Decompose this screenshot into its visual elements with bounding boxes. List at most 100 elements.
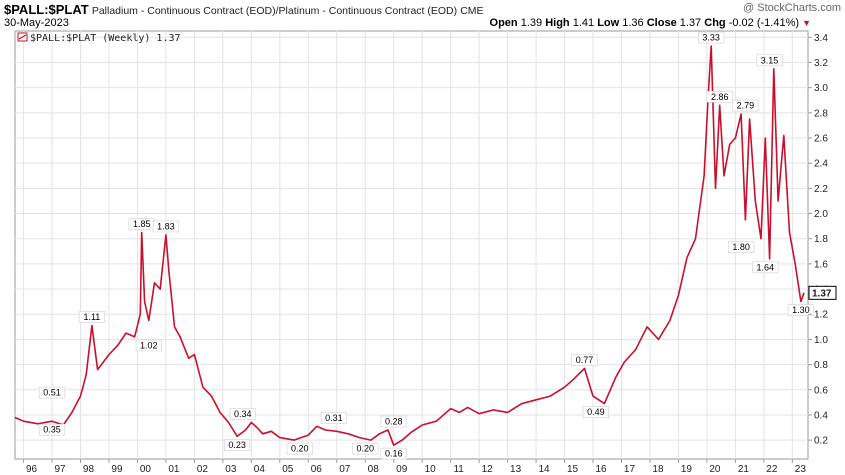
y-tick-label: 0.6 bbox=[814, 385, 828, 396]
annotation-label: 1.02 bbox=[140, 340, 158, 350]
annotation-label: 2.86 bbox=[711, 92, 729, 102]
y-tick-label: 0.2 bbox=[814, 436, 828, 447]
chg-value: -0.02 (-1.41%) bbox=[728, 17, 800, 29]
annotation-label: 0.20 bbox=[356, 444, 374, 454]
annotation-label: 0.49 bbox=[587, 407, 605, 417]
annotation-box bbox=[571, 354, 598, 366]
x-tick-label: 03 bbox=[225, 464, 237, 475]
annotation-label: 0.31 bbox=[325, 413, 343, 423]
y-tick-label: 1.6 bbox=[814, 259, 828, 270]
x-tick-label: 21 bbox=[738, 464, 750, 475]
x-tick-label: 23 bbox=[795, 464, 807, 475]
x-tick-label: 97 bbox=[54, 464, 66, 475]
x-tick-label: 09 bbox=[396, 464, 408, 475]
y-tick-label: 2.0 bbox=[814, 209, 828, 220]
series-layer bbox=[14, 45, 805, 447]
y-tick-label: 1.8 bbox=[814, 234, 828, 245]
annotation-label: 0.77 bbox=[576, 355, 594, 365]
x-tick-label: 99 bbox=[111, 464, 123, 475]
last-value-box bbox=[808, 285, 837, 300]
annotation-box bbox=[320, 411, 348, 424]
exchange-label: CME bbox=[460, 5, 484, 17]
plot-area bbox=[14, 30, 809, 460]
low-value: 1.36 bbox=[622, 17, 644, 29]
stockcharts-watermark: @ StockCharts.com bbox=[743, 2, 841, 14]
series-line bbox=[14, 45, 805, 447]
close-value: 1.37 bbox=[679, 17, 702, 29]
open-label: Open bbox=[489, 17, 518, 29]
annotation-label: 0.16 bbox=[385, 449, 403, 459]
annotation-label: 1.83 bbox=[157, 221, 175, 231]
last-value-label: 1.37 bbox=[812, 288, 832, 299]
annotation-box bbox=[223, 439, 251, 451]
y-tick-label: 2.8 bbox=[814, 108, 828, 119]
annotation-label: 3.15 bbox=[761, 55, 779, 65]
legend-swatch-line bbox=[18, 34, 27, 40]
symbol-description: Palladium - Continuous Contract (EOD)/Pl… bbox=[91, 5, 458, 17]
chart-title: $PALL:$PLAT Palladium - Continuous Contr… bbox=[4, 2, 484, 17]
y-tick-label: 3.0 bbox=[814, 83, 828, 94]
annotation-box bbox=[787, 304, 814, 316]
annotations: 1.11 0.51 0.35 1.85 1.02 1.83 0.34 0.23 0.20 0.31… bbox=[38, 31, 814, 460]
x-tick-label: 10 bbox=[425, 464, 437, 475]
annotation-box bbox=[752, 261, 779, 274]
annotation-label: 0.51 bbox=[43, 388, 61, 398]
annotation-box bbox=[380, 415, 407, 428]
annotation-label: 1.30 bbox=[792, 305, 810, 315]
x-tick-label: 15 bbox=[567, 464, 579, 475]
x-tick-label: 01 bbox=[168, 464, 180, 475]
high-value: 1.41 bbox=[572, 17, 595, 29]
annotation-box bbox=[756, 54, 783, 67]
annotation-box bbox=[698, 31, 725, 44]
x-tick-label: 08 bbox=[368, 464, 380, 475]
y-tick-label: 3.4 bbox=[814, 33, 828, 44]
chg-label: Chg bbox=[704, 17, 726, 29]
low-label: Low bbox=[597, 17, 620, 29]
annotation-box bbox=[732, 99, 759, 112]
annotation-label: 0.35 bbox=[43, 425, 61, 435]
annotation-box bbox=[727, 241, 755, 254]
annotation-box bbox=[286, 442, 313, 455]
annotation-label: 1.85 bbox=[133, 219, 151, 229]
annotation-box bbox=[152, 220, 180, 233]
y-tick-label: 2.2 bbox=[814, 184, 828, 195]
x-tick-label: 96 bbox=[26, 464, 38, 475]
open-value: 1.39 bbox=[520, 17, 543, 29]
annotation-box bbox=[38, 423, 66, 436]
x-tick-label: 19 bbox=[681, 464, 693, 475]
legend-label: $PALL:$PLAT (Weekly) 1.37 bbox=[30, 33, 181, 44]
annotation-box bbox=[582, 406, 609, 418]
ohlc-summary: Open 1.39 High 1.41 Low 1.36 Close 1.37 … bbox=[490, 17, 811, 29]
x-tick-label: 05 bbox=[282, 464, 294, 475]
y-tick-label: 0.8 bbox=[814, 360, 828, 371]
symbol-label: $PALL:$PLAT bbox=[4, 2, 89, 17]
legend: $PALL:$PLAT (Weekly) 1.37 bbox=[17, 32, 181, 44]
annotation-box bbox=[352, 442, 379, 455]
annotation-label: 3.33 bbox=[702, 33, 720, 43]
x-tick-label: 22 bbox=[766, 464, 778, 475]
annotation-label: 1.64 bbox=[757, 262, 775, 272]
annotation-box bbox=[135, 339, 162, 352]
annotation-label: 0.34 bbox=[234, 409, 252, 419]
annotation-label: 2.79 bbox=[737, 101, 755, 111]
annotation-label: 0.20 bbox=[291, 444, 309, 454]
x-tick-label: 13 bbox=[510, 464, 522, 475]
annotation-label: 1.80 bbox=[732, 242, 750, 252]
x-tick-label: 07 bbox=[339, 464, 351, 475]
annotation-box bbox=[229, 408, 256, 420]
x-tick-label: 00 bbox=[140, 464, 152, 475]
chart-date: 30-May-2023 bbox=[4, 17, 69, 29]
y-tick-label: 3.2 bbox=[814, 58, 828, 69]
annotation-label: 0.28 bbox=[385, 417, 403, 427]
x-axis: 96 97 98 99 00 01 02 03 04 05 06 07 08 09 10 11 12 13 14 15… bbox=[23, 459, 807, 475]
annotation-box bbox=[38, 386, 66, 399]
annotation-box bbox=[78, 311, 105, 323]
y-tick-label: 1.0 bbox=[814, 335, 828, 346]
x-tick-label: 98 bbox=[83, 464, 95, 475]
annotation-label: 1.11 bbox=[83, 312, 100, 322]
annotation-box bbox=[706, 90, 733, 103]
x-tick-label: 20 bbox=[709, 464, 721, 475]
annotation-label: 0.23 bbox=[228, 440, 246, 450]
close-label: Close bbox=[646, 17, 677, 29]
